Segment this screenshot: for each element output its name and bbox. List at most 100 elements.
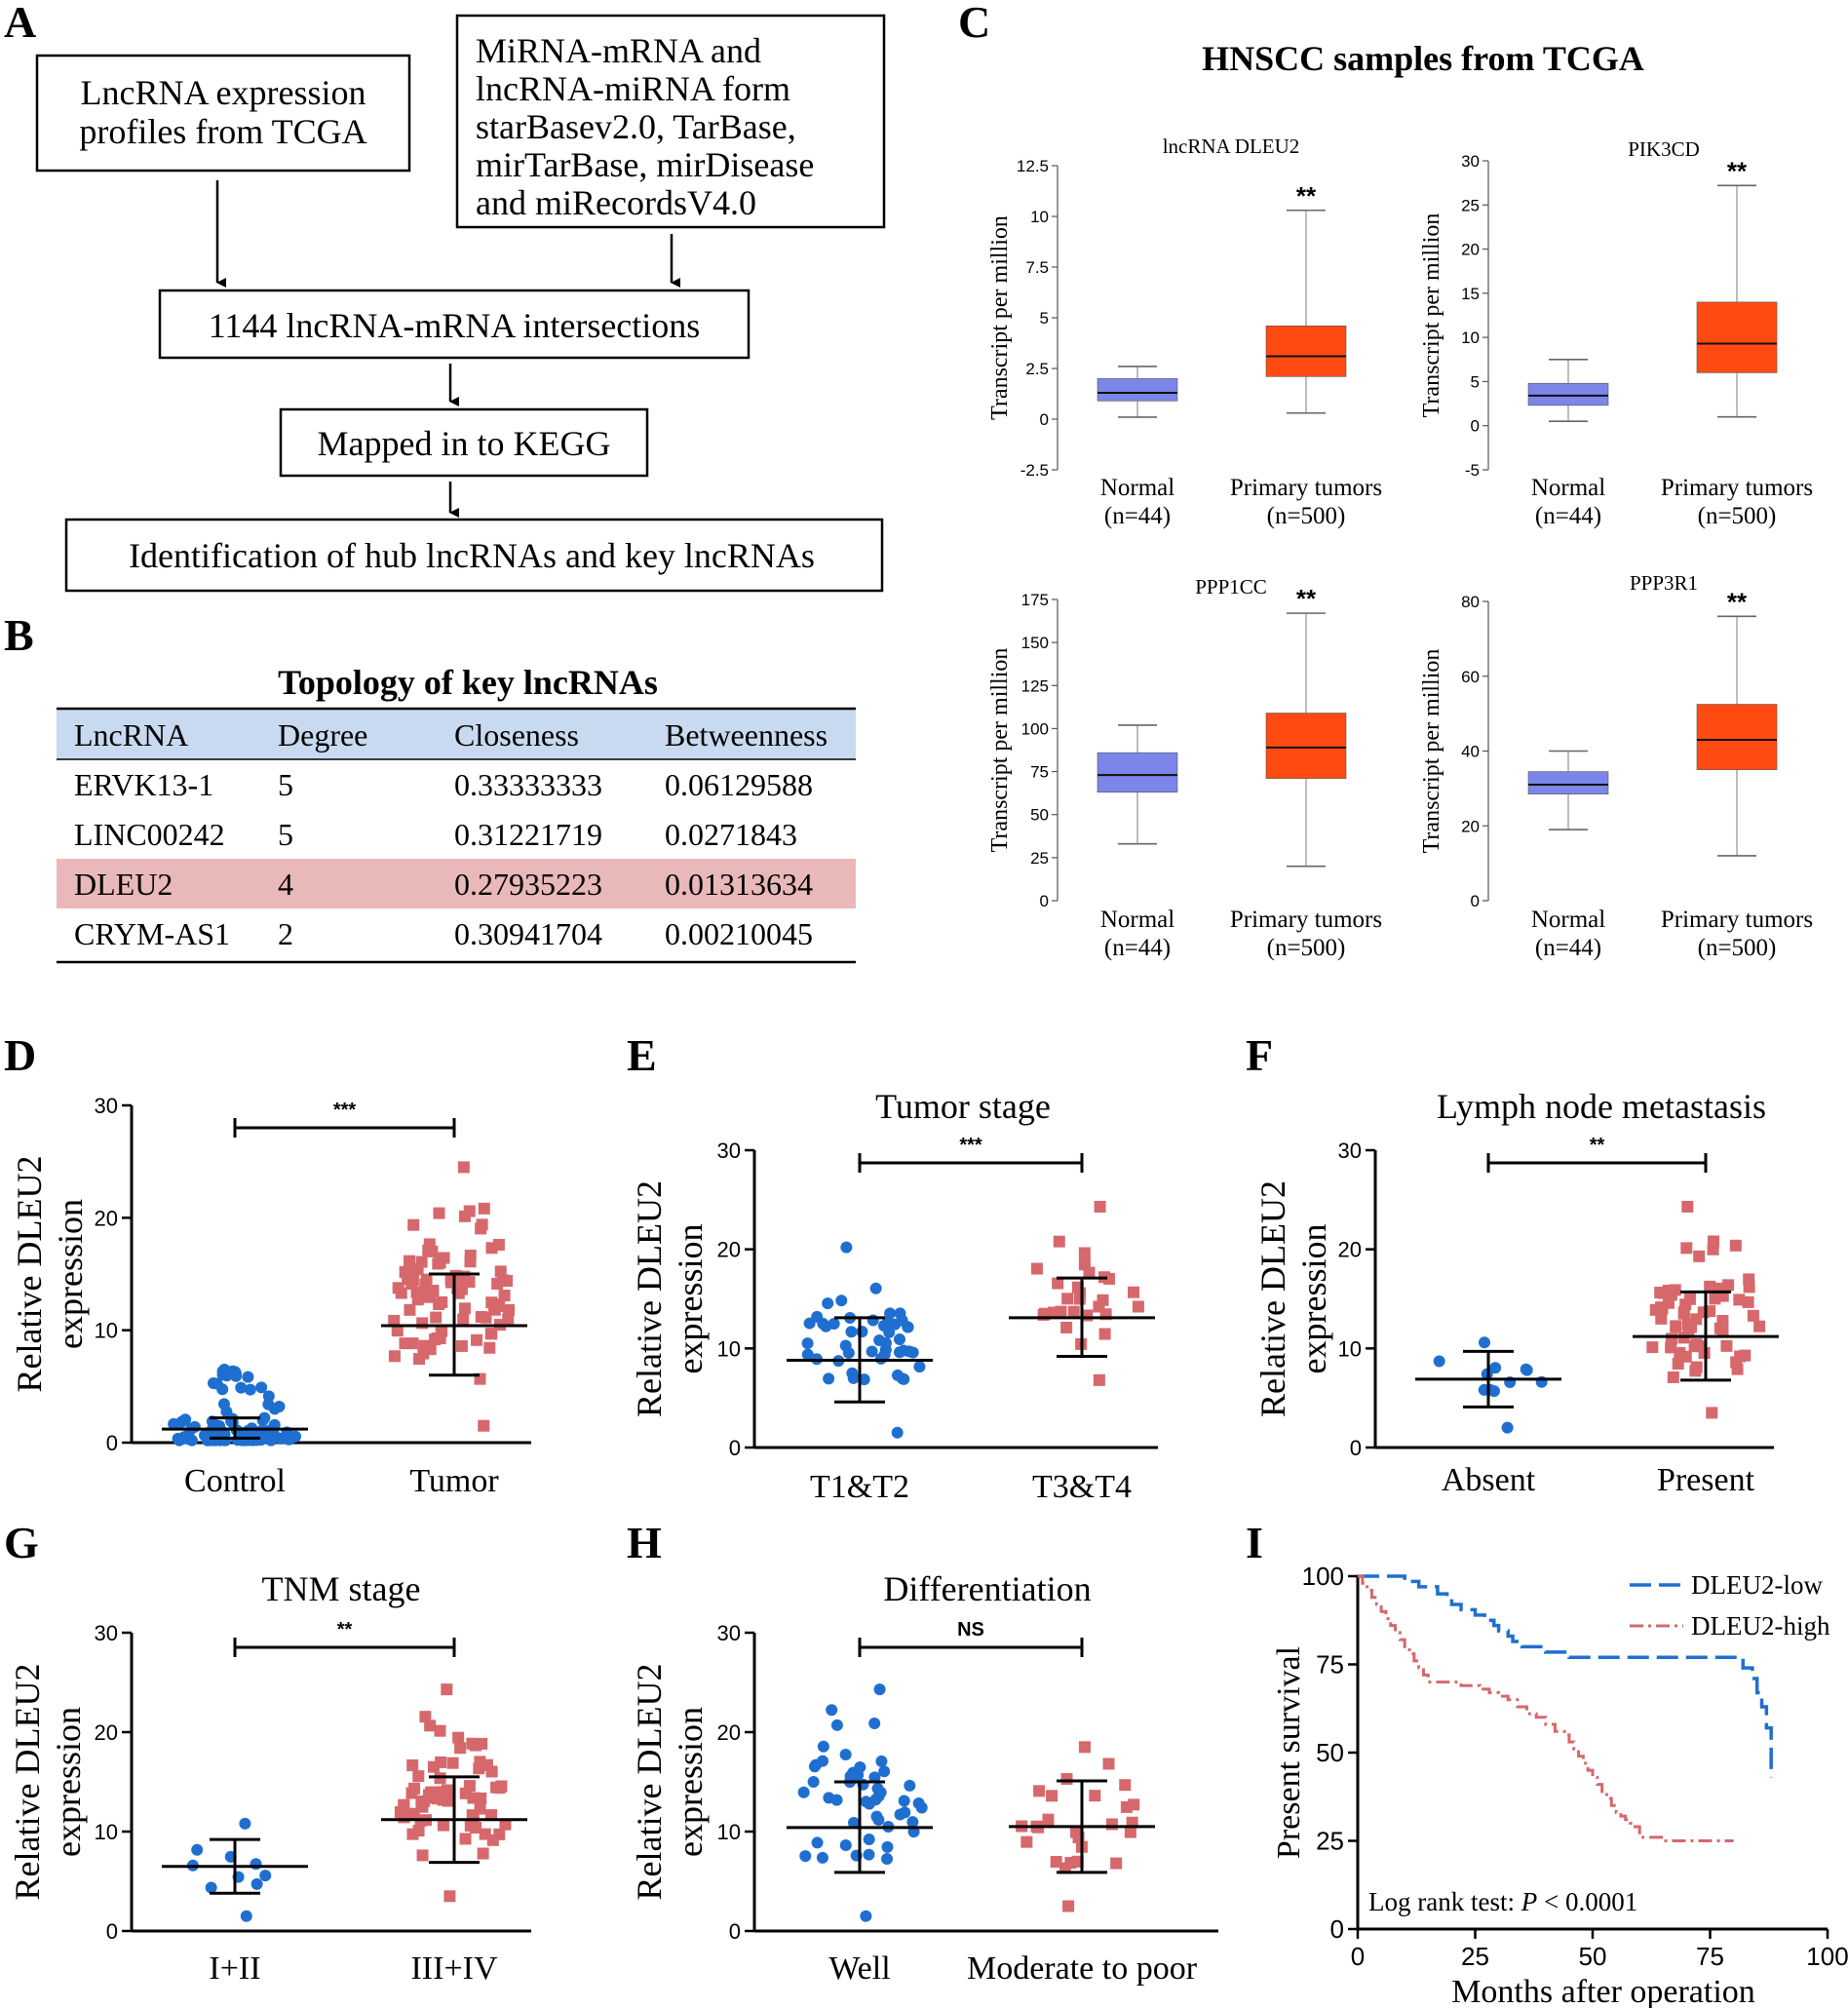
y-axis-label-line2: expression [671,1224,710,1374]
table-cell: 2 [278,916,293,951]
data-point [830,1794,843,1806]
y-tick-label: 0 [1040,410,1049,429]
y-tick-label: 5 [1471,372,1480,391]
data-points-i-ii [186,1817,272,1922]
data-point [1688,1340,1701,1353]
panel-label-b: B [4,610,34,660]
data-point [1078,1741,1091,1754]
data-point [214,1434,227,1447]
data-point [1053,1235,1065,1248]
data-point [897,1344,909,1357]
data-point [1489,1362,1502,1374]
data-point [1102,1757,1115,1770]
data-point [424,1719,437,1732]
data-point [1669,1284,1681,1296]
data-point [491,1277,504,1290]
table-cell: 0.33333333 [454,767,602,802]
table-cell: 4 [278,867,293,902]
plot-title: Tumor stage [875,1087,1051,1126]
data-point [485,1242,498,1255]
y-tick-label: 10 [717,1336,741,1361]
data-point [1655,1312,1668,1325]
data-point [455,1339,468,1352]
data-point [868,1717,881,1729]
data-point [1052,1277,1064,1290]
x-sample-size: (n=44) [1535,503,1601,529]
y-tick-label: 0 [729,1436,741,1460]
data-point [463,1780,476,1793]
data-point [217,1398,230,1410]
data-point [1682,1324,1695,1336]
data-point [1654,1286,1667,1298]
data-point [501,1275,514,1288]
panel-e: E Tumor stage 30 20 10 0 Relative DLEU2 expres… [627,1030,1158,1505]
table-cell: 5 [278,817,293,852]
y-tick-label: 10 [1338,1336,1362,1361]
data-point [262,1390,275,1403]
table-cell: 5 [278,767,293,802]
data-point [452,1731,465,1744]
data-point [434,1724,446,1737]
data-point [446,1757,459,1769]
data-point [455,1283,468,1295]
y-tick-label: 75 [1316,1650,1344,1680]
y-axis-label: Transcript per million [1419,213,1444,418]
data-point [498,1290,511,1302]
data-point [1667,1371,1679,1383]
y-tick-label: 30 [717,1139,741,1163]
y-tick-label: 0 [1040,892,1049,910]
data-point [1739,1349,1752,1362]
y-tick-label: 20 [717,1720,741,1745]
y-axis-label-line1: Relative DLEU2 [1253,1180,1292,1417]
data-point [431,1332,443,1344]
y-axis-label-line2: expression [51,1199,90,1349]
data-point [464,1819,477,1832]
flow-box-lncrna [35,54,411,173]
data-points-present [1646,1200,1766,1419]
data-point [1704,1280,1716,1293]
flow-box-lncrna-line1: LncRNA expression [81,73,366,112]
flow-box-kegg-text: Mapped in to KEGG [318,424,611,463]
data-point [242,1434,254,1447]
data-point [816,1851,828,1864]
panel-i: I 100 75 50 25 00 25 50 75 100 Months after opera… [1246,1518,1848,2008]
data-point [863,1848,875,1861]
data-point [420,1285,433,1297]
plot-title: Lymph node metastasis [1437,1087,1766,1126]
data-point [863,1833,875,1845]
table-cell: 0.0271843 [665,817,797,852]
data-point [250,1877,263,1890]
panel-label-g: G [4,1518,39,1567]
data-point [479,1759,491,1772]
panel-label-f: F [1246,1030,1273,1080]
data-points-tumor [388,1161,516,1432]
box-plot-title: PPP3R1 [1630,571,1698,595]
data-point [1681,1200,1694,1213]
data-point [1665,1341,1677,1354]
data-point [493,1782,506,1795]
data-point [1064,1856,1077,1869]
y-tick-label: 0 [1350,1436,1362,1460]
data-point [441,1683,453,1696]
data-point [273,1401,286,1413]
legend-label: DLEU2-high [1691,1611,1830,1641]
panel-b: B Topology of key lncRNAs LncRNA Degree Cl… [4,610,856,964]
data-point [906,1816,919,1829]
data-point [883,1326,896,1338]
flow-box-databases-line5: and miRecordsV4.0 [476,183,756,222]
data-point [1720,1339,1733,1352]
data-point [915,1801,928,1814]
data-point [1707,1243,1719,1255]
y-tick-label: 40 [1461,743,1480,761]
data-point [1020,1835,1033,1848]
data-point [394,1806,406,1819]
data-point [878,1348,891,1361]
data-point [437,1819,449,1832]
data-point [183,1433,196,1446]
y-tick-label: 25 [1030,849,1049,868]
significance-marker: *** [333,1100,357,1121]
y-axis-label-line1: Relative DLEU2 [8,1664,47,1901]
y-tick-label: 5 [1040,309,1049,328]
data-point [899,1806,911,1819]
x-category-label: III+IV [410,1950,497,1987]
